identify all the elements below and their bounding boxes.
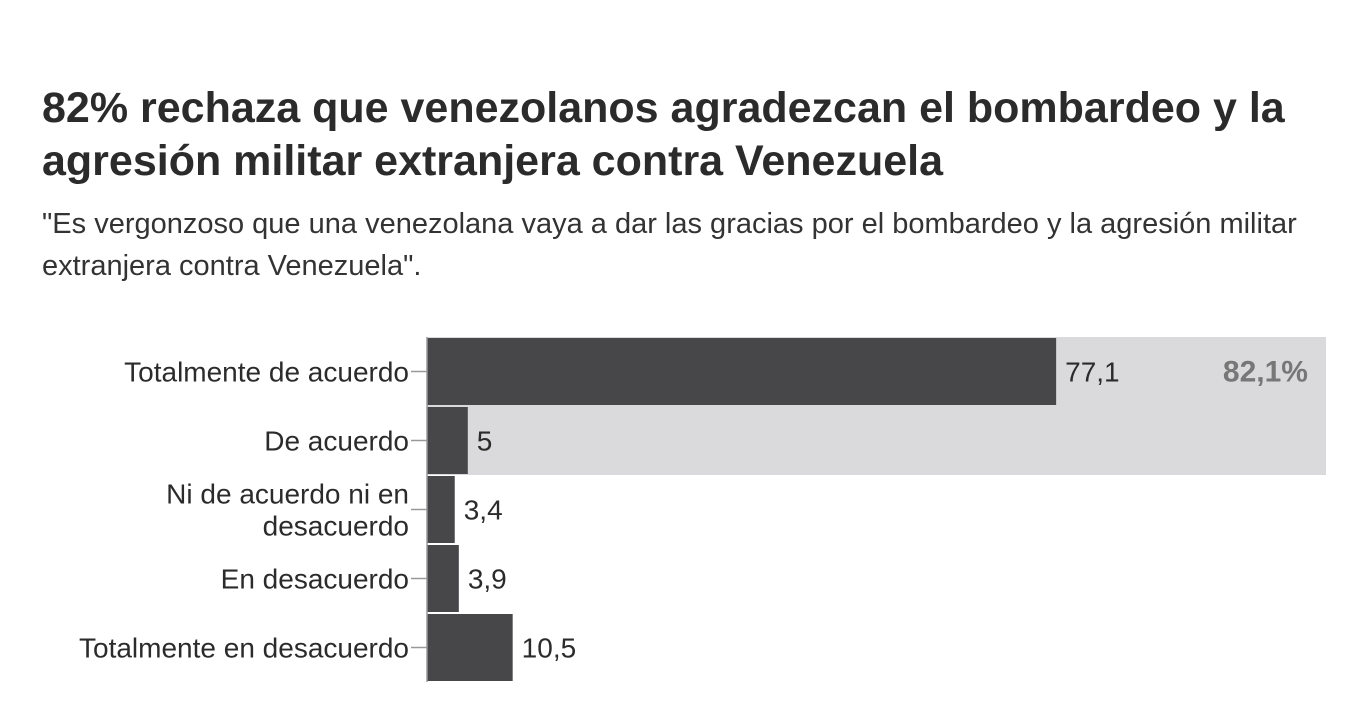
category-label-3: En desacuerdo — [221, 564, 409, 595]
category-label-2: Ni de acuerdo ni en desacuerdo — [166, 479, 409, 542]
category-label-0: Totalmente de acuerdo — [124, 357, 409, 388]
bar-4 — [427, 614, 513, 681]
value-label-4: 10,5 — [522, 633, 577, 664]
category-label-line: desacuerdo — [263, 511, 409, 542]
value-label-1: 5 — [477, 426, 493, 457]
category-label-line: En desacuerdo — [221, 564, 409, 595]
category-label-line: Ni de acuerdo ni en — [166, 479, 409, 510]
highlight-total-label: 82,1% — [1223, 356, 1308, 389]
value-label-3: 3,9 — [468, 564, 507, 595]
bar-0 — [427, 338, 1057, 405]
category-label-line: Totalmente en desacuerdo — [79, 633, 409, 664]
category-label-line: De acuerdo — [264, 426, 409, 457]
category-label-line: Totalmente de acuerdo — [124, 357, 409, 388]
chart-subtitle: "Es vergonzoso que una venezolana vaya a… — [42, 208, 1297, 282]
value-label-2: 3,4 — [464, 495, 503, 526]
category-label-4: Totalmente en desacuerdo — [79, 633, 409, 664]
bar-3 — [427, 545, 459, 612]
value-label-0: 77,1 — [1065, 357, 1120, 388]
category-label-1: De acuerdo — [264, 426, 409, 457]
bar-2 — [427, 476, 455, 543]
chart-title: 82% rechaza que venezolanos agradezcan e… — [42, 84, 1285, 185]
bar-1 — [427, 407, 468, 474]
